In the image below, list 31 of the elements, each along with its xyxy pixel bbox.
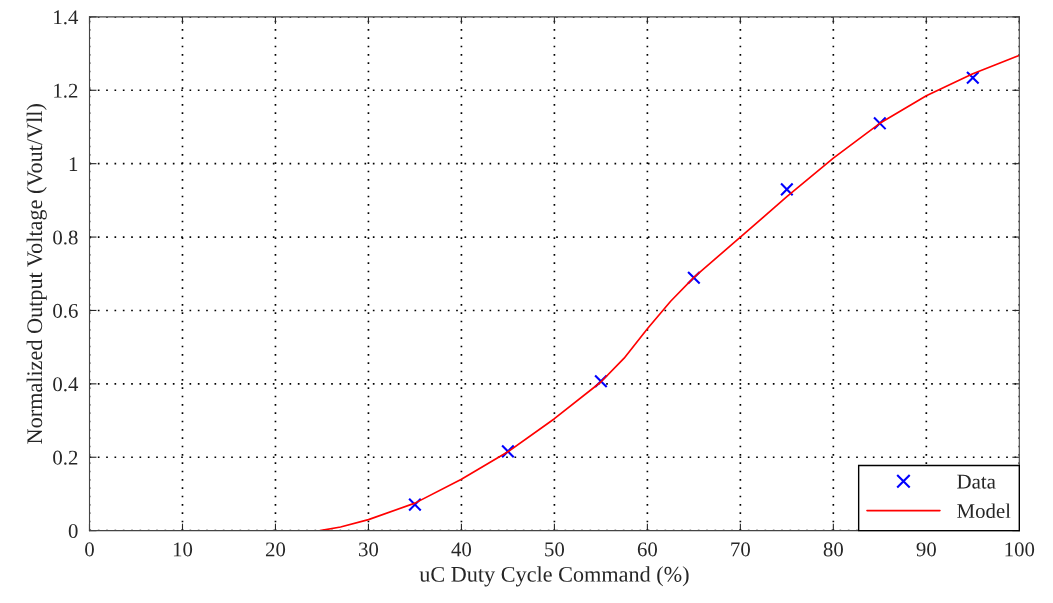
point [408, 497, 422, 512]
y-tick-label: 0 [68, 524, 78, 539]
y-tick-label: 0.8 [53, 230, 78, 245]
x-tick-label: 80 [823, 542, 843, 557]
x-tick-label: 30 [359, 542, 379, 557]
point [965, 70, 980, 85]
x-tick-label: 40 [451, 542, 472, 557]
legend-label: Model [957, 503, 1011, 519]
y-axis-title: Normalized Output Voltage (Vout/Vll) [26, 104, 47, 444]
point [780, 182, 794, 197]
line-series [319, 54, 1020, 531]
x-tick-label: 0 [85, 542, 94, 557]
y-tick-label: 1.4 [54, 10, 79, 25]
y-tick-label: 1 [69, 157, 78, 171]
legend-label: Data [957, 474, 996, 489]
x-tick-label: 90 [916, 542, 936, 557]
x-tick-label: 10 [173, 542, 193, 557]
x-tick-label: 20 [265, 542, 286, 557]
point [594, 374, 608, 389]
x-tick-label: 50 [545, 542, 565, 557]
x-tick-label: 70 [731, 542, 750, 557]
point [872, 116, 887, 131]
point [687, 270, 701, 285]
point [501, 444, 515, 459]
y-tick-label: 1.2 [54, 83, 78, 98]
x-tick-label: 100 [1005, 542, 1035, 557]
y-tick-label: 0.4 [53, 377, 79, 392]
y-tick-label: 0.2 [53, 450, 78, 465]
y-tick-label: 0.6 [53, 303, 78, 318]
x-tick-label: 60 [637, 542, 658, 557]
x-axis-title: uC Duty Cycle Command (%) [419, 566, 689, 587]
